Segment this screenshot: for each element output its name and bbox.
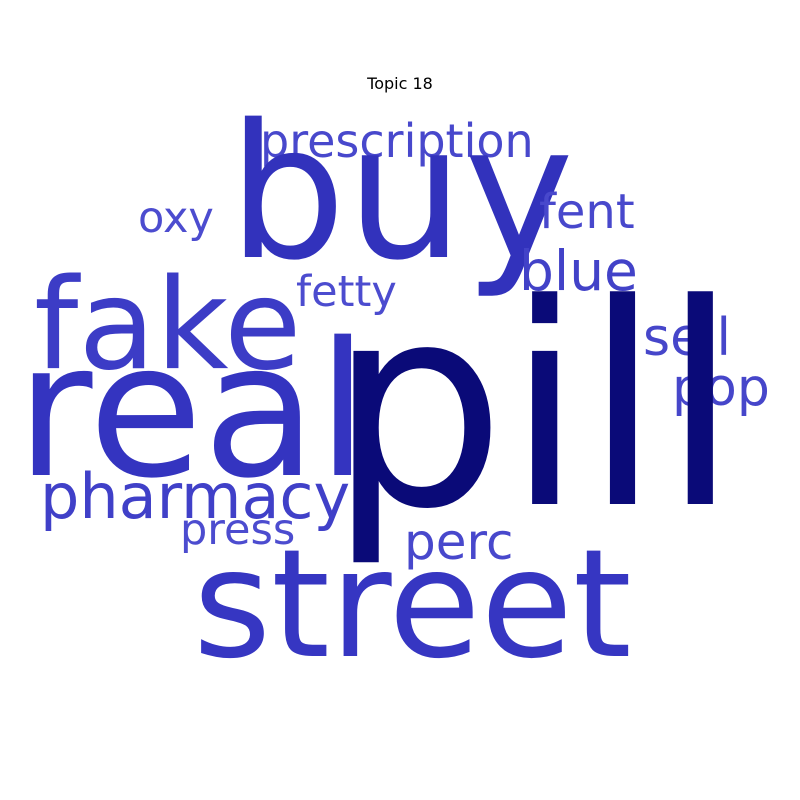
word-perc: perc (404, 513, 514, 571)
word-pharmacy: pharmacy (40, 460, 351, 533)
word-pop: pop (672, 358, 770, 418)
word-pill: pill (328, 245, 740, 571)
word-real: real (16, 302, 369, 519)
word-press: press (180, 505, 296, 555)
word-fent: fent (539, 184, 635, 240)
word-oxy: oxy (138, 193, 214, 243)
word-street: street (193, 518, 632, 692)
word-fetty: fetty (296, 267, 397, 317)
word-prescription: prescription (260, 114, 534, 168)
wordcloud-title: Topic 18 (367, 74, 433, 93)
word-fake: fake (34, 251, 302, 398)
word-blue: blue (519, 239, 638, 303)
word-buy: buy (228, 84, 575, 301)
word-sell: sell (643, 308, 731, 368)
